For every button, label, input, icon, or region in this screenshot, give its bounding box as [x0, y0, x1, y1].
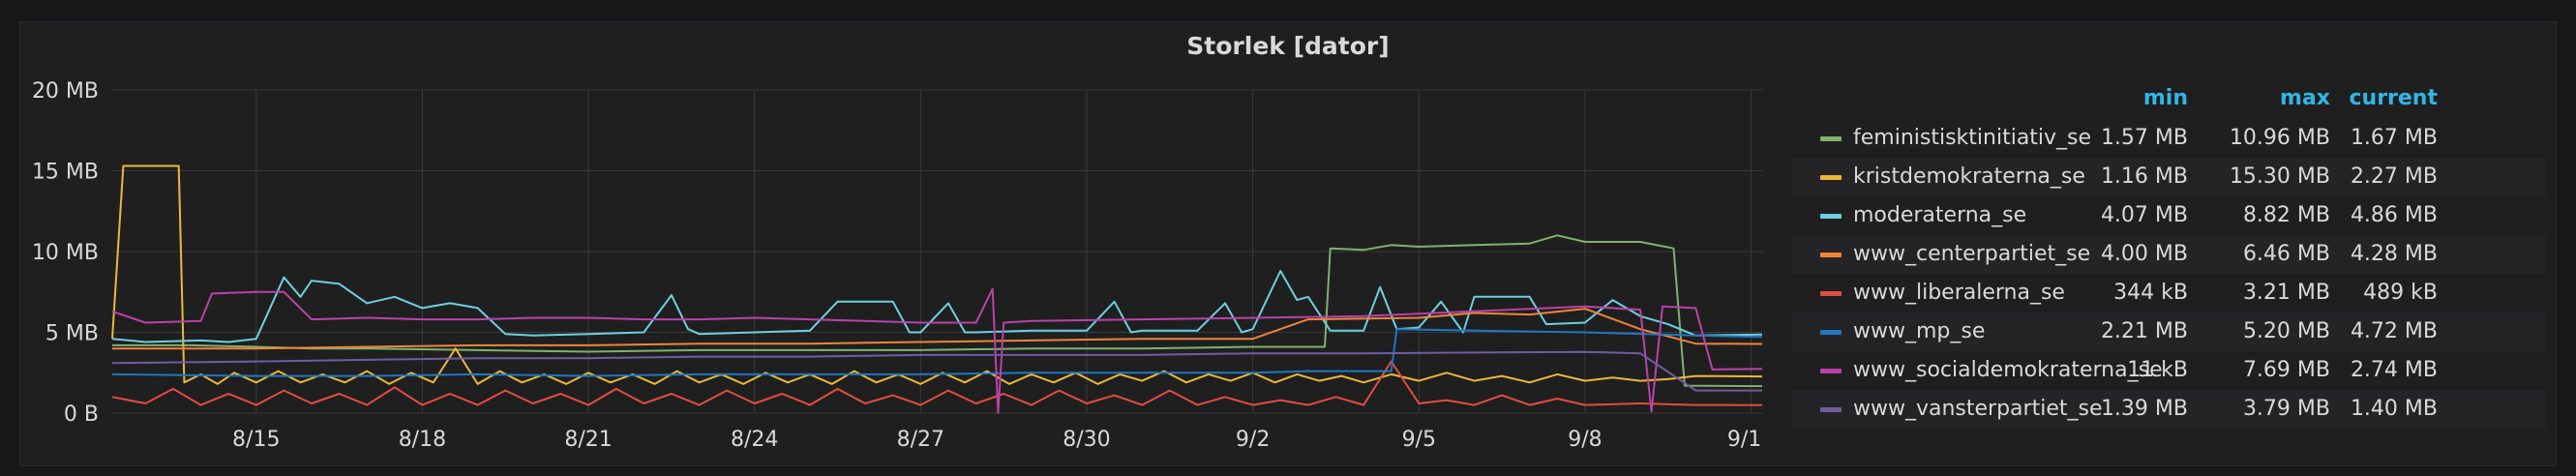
legend-value-max: 10.96 MB: [2229, 126, 2330, 150]
x-tick-label: 9/8: [1568, 428, 1602, 452]
legend-value-current: 489 kB: [2363, 281, 2438, 305]
legend-header: min max current: [1791, 86, 2546, 119]
legend-value-current: 2.74 MB: [2350, 358, 2438, 382]
series-line-www_centerpartiet_se[interactable]: [112, 308, 1762, 350]
legend-swatch[interactable]: [1820, 407, 1842, 412]
legend-value-current: 1.67 MB: [2350, 126, 2438, 150]
x-tick-label: 9/11: [1727, 428, 1762, 452]
legend: min max current feministisktinitiativ_se…: [1791, 86, 2546, 429]
legend-swatch[interactable]: [1820, 291, 1842, 296]
legend-swatch[interactable]: [1820, 175, 1842, 180]
legend-series-name[interactable]: www_socialdemokraterna_se: [1853, 358, 2163, 382]
legend-value-min: 2.21 MB: [2100, 319, 2188, 343]
panel-title[interactable]: Storlek [dator]: [1186, 32, 1390, 60]
y-tick-label: 0 B: [64, 402, 99, 427]
legend-series-name[interactable]: www_mp_se: [1853, 319, 1986, 343]
legend-swatch[interactable]: [1820, 136, 1842, 141]
legend-value-current: 2.27 MB: [2350, 164, 2438, 189]
x-tick-label: 8/18: [399, 428, 446, 452]
legend-value-max: 8.82 MB: [2242, 203, 2330, 227]
legend-item-kristdemokraterna_se[interactable]: kristdemokraterna_se 1.16 MB 15.30 MB 2.27 …: [1791, 158, 2546, 196]
legend-item-www_liberalerna_se[interactable]: www_liberalerna_se 344 kB 3.21 MB 489 kB: [1791, 274, 2546, 312]
x-tick-label: 9/2: [1236, 428, 1270, 452]
series-line-www_mp_se[interactable]: [111, 328, 1762, 377]
legend-swatch[interactable]: [1820, 214, 1842, 219]
series-line-feministisktinitiativ_se[interactable]: [112, 234, 1762, 388]
legend-value-min: 1.39 MB: [2100, 397, 2188, 421]
legend-item-feministisktinitiativ_se[interactable]: feministisktinitiativ_se 1.57 MB 10.96 MB 1…: [1791, 119, 2546, 158]
legend-swatch[interactable]: [1820, 253, 1842, 257]
y-tick-label: 20 MB: [32, 79, 99, 104]
legend-value-min: 4.07 MB: [2100, 203, 2188, 227]
graph-panel: Storlek [dator] 0 B 5 MB 10 MB 15 MB 20 MB 8…: [19, 21, 2557, 466]
legend-item-www_socialdemokraterna_se[interactable]: www_socialdemokraterna_se 11 kB 7.69 MB 2.7…: [1791, 351, 2546, 390]
legend-rows: feministisktinitiativ_se 1.57 MB 10.96 MB 1…: [1791, 119, 2546, 429]
legend-swatch[interactable]: [1820, 369, 1842, 373]
grid: [112, 89, 1762, 414]
legend-item-moderaterna_se[interactable]: moderaterna_se 4.07 MB 8.82 MB 4.86 MB: [1791, 196, 2546, 235]
x-tick-label: 8/27: [897, 428, 944, 452]
legend-value-min: 1.16 MB: [2100, 164, 2188, 189]
series-line-kristdemokraterna_se[interactable]: [111, 164, 1762, 385]
legend-series-name[interactable]: moderaterna_se: [1853, 203, 2027, 227]
legend-value-min: 11 kB: [2127, 358, 2188, 382]
legend-item-www_vansterpartiet_se[interactable]: www_vansterpartiet_se 1.39 MB 3.79 MB 1.40 …: [1791, 390, 2546, 429]
y-tick-label: 15 MB: [32, 161, 99, 185]
legend-series-name[interactable]: www_liberalerna_se: [1853, 281, 2065, 305]
legend-value-max: 7.69 MB: [2242, 358, 2330, 382]
legend-swatch[interactable]: [1820, 330, 1842, 335]
x-axis: 8/15 8/18 8/21 8/24 8/27 8/30 9/2 9/5 9/8 9/11: [232, 428, 1762, 452]
x-tick-label: 8/30: [1063, 428, 1110, 452]
series-line-www_socialdemokraterna_se[interactable]: [111, 287, 1762, 414]
legend-value-current: 1.40 MB: [2350, 397, 2438, 421]
legend-item-www_mp_se[interactable]: www_mp_se 2.21 MB 5.20 MB 4.72 MB: [1791, 312, 2546, 351]
x-tick-label: 8/21: [564, 428, 612, 452]
y-axis: 0 B 5 MB 10 MB 15 MB 20 MB: [32, 79, 99, 427]
x-tick-label: 8/15: [232, 428, 280, 452]
legend-value-min: 1.57 MB: [2100, 126, 2188, 150]
series-lines: [111, 164, 1762, 414]
legend-value-max: 6.46 MB: [2242, 242, 2330, 266]
legend-value-max: 3.21 MB: [2242, 281, 2330, 305]
x-tick-label: 9/5: [1402, 428, 1436, 452]
series-line-www_vansterpartiet_se[interactable]: [111, 350, 1762, 392]
y-tick-label: 5 MB: [45, 322, 99, 346]
legend-header-min[interactable]: min: [2142, 86, 2188, 110]
legend-value-max: 15.30 MB: [2229, 164, 2330, 189]
legend-value-current: 4.28 MB: [2350, 242, 2438, 266]
legend-series-name[interactable]: kristdemokraterna_se: [1853, 164, 2085, 189]
legend-header-max[interactable]: max: [2280, 86, 2330, 110]
legend-value-current: 4.72 MB: [2350, 319, 2438, 343]
legend-series-name[interactable]: www_centerpartiet_se: [1853, 242, 2091, 266]
legend-value-max: 5.20 MB: [2242, 319, 2330, 343]
legend-value-max: 3.79 MB: [2242, 397, 2330, 421]
legend-value-min: 344 kB: [2113, 281, 2188, 305]
legend-value-current: 4.86 MB: [2350, 203, 2438, 227]
legend-value-min: 4.00 MB: [2100, 242, 2188, 266]
legend-series-name[interactable]: feministisktinitiativ_se: [1853, 126, 2092, 150]
series-line-www_liberalerna_se[interactable]: [111, 360, 1762, 406]
legend-item-www_centerpartiet_se[interactable]: www_centerpartiet_se 4.00 MB 6.46 MB 4.28 M…: [1791, 235, 2546, 274]
x-tick-label: 8/24: [731, 428, 778, 452]
y-tick-label: 10 MB: [32, 241, 99, 265]
legend-header-current[interactable]: current: [2349, 86, 2438, 110]
legend-series-name[interactable]: www_vansterpartiet_se: [1853, 397, 2103, 421]
